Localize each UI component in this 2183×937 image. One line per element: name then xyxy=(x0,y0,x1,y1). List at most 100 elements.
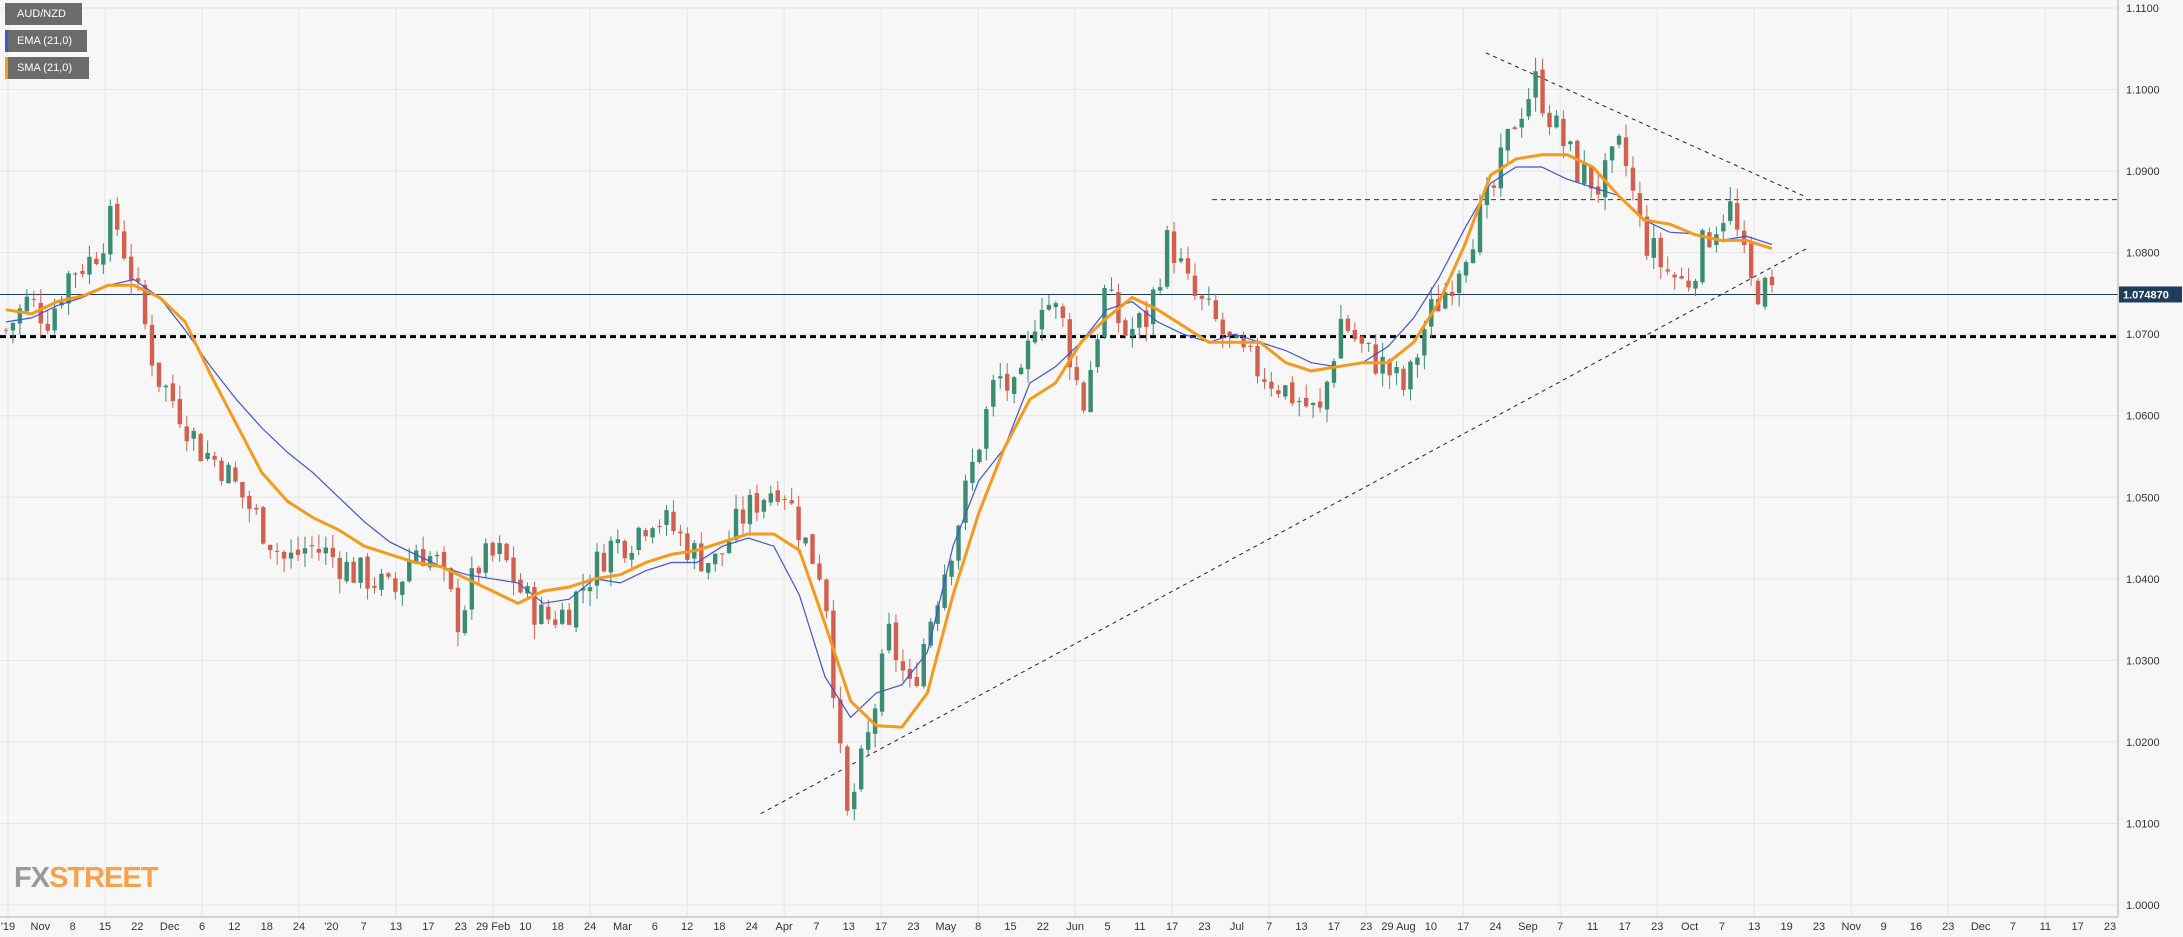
axes xyxy=(0,0,2119,918)
candle-body xyxy=(1686,280,1691,288)
candle-body xyxy=(1644,216,1650,256)
x-tick-label: 11 xyxy=(2040,921,2051,933)
candle-body xyxy=(1123,320,1128,336)
candle-body xyxy=(1463,262,1469,276)
candle-body xyxy=(935,605,940,624)
candle-body xyxy=(1220,319,1225,335)
candle-body xyxy=(643,530,648,537)
candle-body xyxy=(1262,379,1267,382)
y-tick-label: 1.0300 xyxy=(2126,655,2160,667)
candle-body xyxy=(1741,230,1747,246)
x-tick-label: 22 xyxy=(131,921,143,933)
x-tick-label: Oct xyxy=(1681,921,1698,933)
ema-swatch xyxy=(5,30,8,52)
candle-body xyxy=(1297,401,1302,403)
candle-body xyxy=(1366,342,1371,344)
candle-body xyxy=(970,461,975,483)
candle-body xyxy=(984,409,989,449)
candle-body xyxy=(1394,367,1399,374)
candle-body xyxy=(1130,328,1135,337)
candle-body xyxy=(274,550,280,552)
candle-body xyxy=(678,531,683,534)
candle-body xyxy=(1449,291,1455,297)
candlesticks xyxy=(3,57,1775,821)
candle-body xyxy=(1540,69,1545,114)
candle-body xyxy=(1171,231,1177,264)
candle-body xyxy=(1700,230,1705,283)
candle-body xyxy=(1748,243,1754,279)
legend-sma[interactable]: SMA (21,0) xyxy=(5,57,89,79)
x-tick-label: Sep xyxy=(1518,921,1538,933)
candle-body xyxy=(1359,336,1364,344)
candle-body xyxy=(462,610,468,634)
candle-body xyxy=(1074,367,1079,381)
candle-body xyxy=(1623,137,1629,166)
candle-body xyxy=(831,610,836,699)
candle-body xyxy=(685,533,690,560)
candle-body xyxy=(852,791,857,810)
candle-body xyxy=(928,621,933,646)
candle-body xyxy=(1352,329,1358,340)
candle-body xyxy=(1728,201,1733,222)
candle-body xyxy=(1324,381,1330,410)
x-tick-label: 13 xyxy=(843,921,855,933)
candle-body xyxy=(553,619,558,625)
candle-body xyxy=(400,581,405,595)
x-tick-label: 18 xyxy=(261,921,273,933)
y-tick-label: 1.0100 xyxy=(2126,818,2160,830)
candle-body xyxy=(1762,277,1768,307)
x-tick-label: 8 xyxy=(70,921,76,933)
candle-body xyxy=(73,273,78,275)
x-tick-label: 23 xyxy=(1651,921,1663,933)
candle-body xyxy=(573,591,579,628)
candle-body xyxy=(1665,269,1670,272)
candle-body xyxy=(226,464,231,484)
candle-body xyxy=(1276,390,1281,395)
candle-body xyxy=(1345,318,1351,331)
candle-body xyxy=(268,544,273,551)
y-tick-label: 1.0500 xyxy=(2126,492,2160,504)
candle-body xyxy=(94,258,99,265)
trendlines xyxy=(760,52,1807,815)
candle-body xyxy=(281,551,287,559)
candle-body xyxy=(365,556,370,589)
candle-body xyxy=(1206,298,1212,300)
candle-body xyxy=(615,539,621,544)
candle-body xyxy=(712,553,718,565)
candle-body xyxy=(1387,359,1392,376)
candle-body xyxy=(1269,381,1274,389)
candle-body xyxy=(1693,280,1698,289)
candle-body xyxy=(149,324,155,366)
candle-body xyxy=(17,308,23,324)
candle-body xyxy=(254,507,259,510)
candle-body xyxy=(1408,361,1413,390)
candle-body xyxy=(247,495,252,509)
candle-body xyxy=(768,493,774,503)
candle-body xyxy=(1505,128,1510,151)
candle-body xyxy=(803,537,808,544)
candle-body xyxy=(10,322,16,331)
candle-body xyxy=(128,256,134,281)
candle-body xyxy=(476,567,481,574)
candle-body xyxy=(469,568,475,610)
x-tick-label: 19 xyxy=(1780,921,1792,933)
legend-sma-label: SMA (21,0) xyxy=(17,62,73,74)
candle-body xyxy=(1227,331,1232,337)
candle-body xyxy=(1491,185,1497,188)
candle-body xyxy=(233,467,238,482)
candle-body xyxy=(1456,273,1462,294)
candle-body xyxy=(66,273,71,304)
candle-body xyxy=(1067,319,1072,368)
y-tick-label: 1.0800 xyxy=(2126,248,2160,260)
candle-body xyxy=(1616,135,1622,145)
candle-body xyxy=(379,573,384,590)
x-tick-label: 23 xyxy=(2104,921,2116,933)
candle-body xyxy=(142,284,148,325)
x-tick-label: 17 xyxy=(875,921,887,933)
x-tick-label: 13 xyxy=(390,921,402,933)
legend-ema[interactable]: EMA (21,0) xyxy=(5,30,87,52)
x-tick-label: Jun xyxy=(1066,921,1084,933)
candle-body xyxy=(817,563,822,580)
legend-symbol[interactable]: AUD/NZD xyxy=(5,3,82,25)
